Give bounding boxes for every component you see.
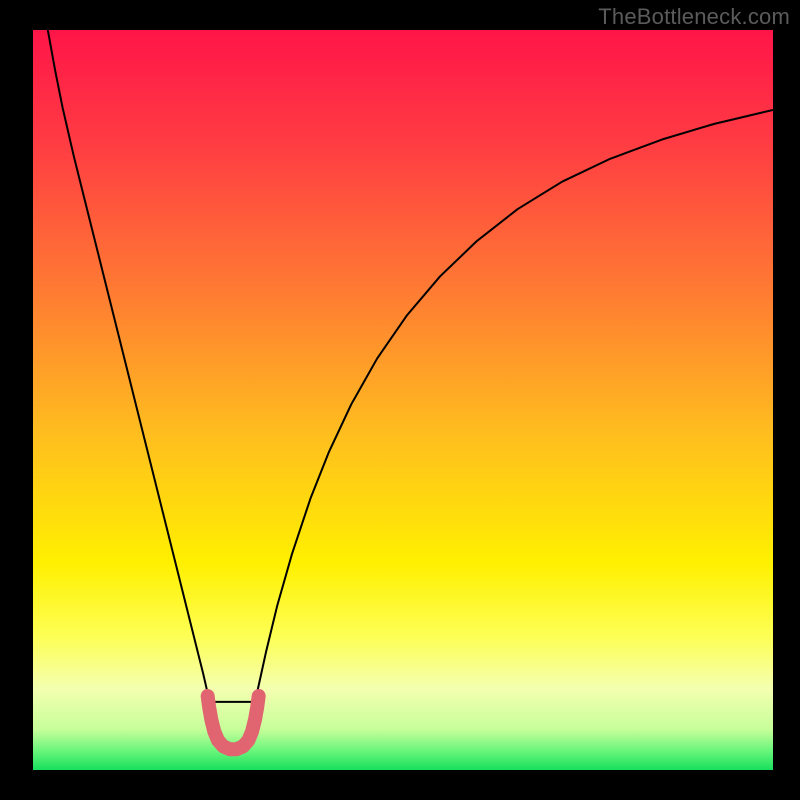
gradient-background bbox=[33, 30, 773, 770]
plot-area bbox=[33, 30, 773, 770]
watermark-text: TheBottleneck.com bbox=[598, 4, 790, 30]
chart-canvas: TheBottleneck.com bbox=[0, 0, 800, 800]
plot-svg bbox=[33, 30, 773, 770]
